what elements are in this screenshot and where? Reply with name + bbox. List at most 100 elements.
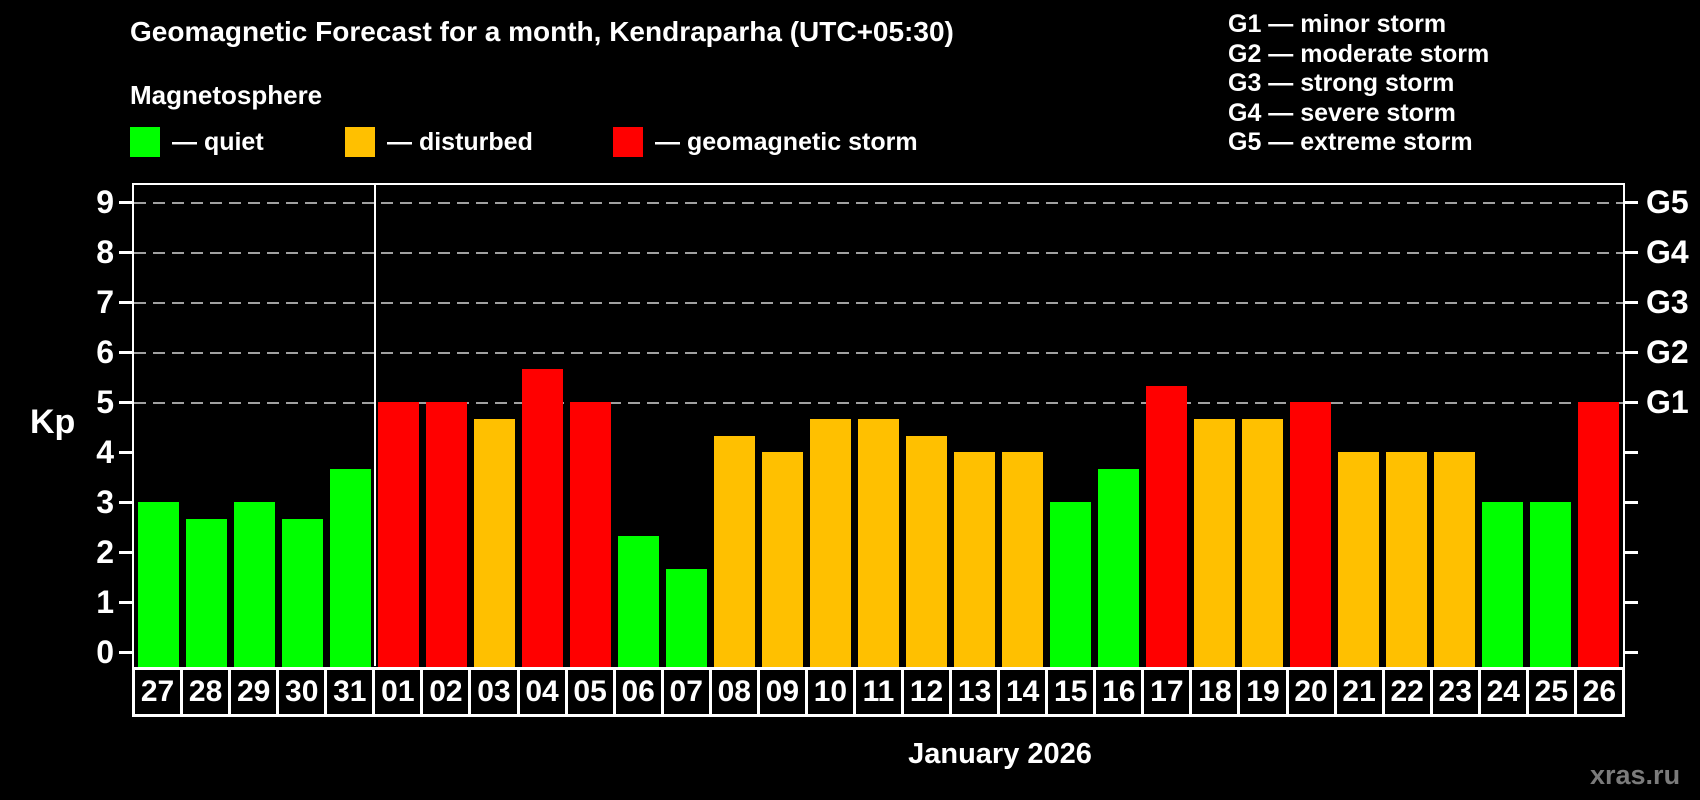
kp-bar-day-24 [1482,502,1524,668]
y-axis-tick [119,650,132,654]
kp-bar-day-31 [329,468,371,668]
kp-bar-day-11 [858,418,899,668]
date-cell-13: 13 [949,670,997,714]
gridline-kp8 [134,252,1623,254]
date-cell-03: 03 [468,670,516,714]
g-scale-legend: G1 — minor storm G2 — moderate storm G3 … [1228,10,1489,158]
y-axis-tick [119,300,132,304]
kp-bar-day-01 [377,402,419,668]
y-axis-tick [119,500,132,504]
y-tick-label: 0 [96,634,114,670]
date-cell-07: 07 [660,670,709,714]
kp-bar-day-04 [521,368,563,668]
kp-bar-day-18 [1194,418,1236,668]
storm-color-swatch [613,127,643,157]
kp-bar-day-08 [713,435,755,668]
date-cell-19: 19 [1237,670,1285,714]
kp-bar-day-21 [1338,452,1380,668]
right-axis-tick [1625,250,1638,254]
g-scale-line: G1 — minor storm [1228,10,1447,38]
y-tick-label: 3 [96,484,114,520]
date-axis-row: 27 28 29 30 31 01 02 03 04 05 06 07 08 09 10 11 12 13 14 15… [132,667,1625,717]
date-cell-17: 17 [1141,670,1189,714]
kp-bar-day-06 [617,535,659,668]
kp-bar-day-17 [1146,385,1188,668]
kp-bar-day-16 [1098,468,1140,668]
y-tick-label: 8 [96,234,114,270]
kp-bar-day-28 [185,518,227,668]
right-axis-label-g3: G3 [1646,284,1689,320]
kp-bar-day-13 [954,452,996,668]
right-axis-tick [1625,200,1638,204]
kp-bar-day-27 [137,502,179,668]
date-cell-16: 16 [1093,670,1141,714]
disturbed-color-swatch [345,127,375,157]
y-axis-tick [119,200,132,204]
date-cell-25: 25 [1525,670,1574,714]
date-cell-05: 05 [564,670,613,714]
g-scale-line: G2 — moderate storm [1228,39,1490,68]
date-cell-14: 14 [997,670,1045,714]
chart-title: Geomagnetic Forecast for a month, Kendra… [130,16,954,47]
quiet-color-swatch [130,127,160,157]
y-axis-label: Kp [30,403,76,441]
date-cell-15: 15 [1045,670,1093,714]
month-separator-line [374,185,376,666]
plot-area [132,183,1625,668]
date-cell-02: 02 [420,670,468,714]
y-axis-tick [119,600,132,604]
date-cell-22: 22 [1381,670,1430,714]
legend-item-disturbed: — disturbed [345,127,533,157]
date-cell-20: 20 [1285,670,1334,714]
y-tick-label: 4 [96,434,114,470]
kp-bar-day-02 [425,402,467,668]
date-cell-09: 09 [756,670,805,714]
kp-bar-day-22 [1386,452,1428,668]
right-axis-tick [1625,450,1638,454]
gridline-kp7 [134,302,1623,304]
g-scale-line: G5 — extreme storm [1228,128,1473,156]
g-scale-line: G3 — strong storm [1228,69,1455,97]
legend-item-quiet: — quiet [130,127,264,157]
kp-bar-day-23 [1434,452,1476,668]
kp-bar-day-29 [233,502,275,668]
date-cell-04: 04 [516,670,565,714]
date-cell-11: 11 [852,670,901,714]
legend-label: — quiet [172,128,264,156]
right-axis-tick [1625,600,1638,604]
y-axis-tick [119,450,132,454]
legend-label: — geomagnetic storm [655,128,918,156]
date-cell-08: 08 [708,670,757,714]
right-axis-label-g4: G4 [1646,234,1689,270]
legend-item-storm: — geomagnetic storm [613,127,918,157]
right-axis-tick [1625,550,1638,554]
y-tick-label: 6 [96,334,114,370]
right-axis-tick [1625,300,1638,304]
kp-bar-day-03 [473,418,515,668]
y-tick-label: 2 [96,534,114,570]
right-axis-label-g5: G5 [1646,184,1689,220]
date-cell-23: 23 [1429,670,1478,714]
right-axis-tick [1625,400,1638,404]
date-cell-18: 18 [1189,670,1237,714]
right-axis-tick [1625,500,1638,504]
kp-bar-day-05 [569,402,611,668]
y-tick-label: 5 [96,384,114,420]
y-tick-label: 9 [96,184,114,220]
y-tick-label: 1 [96,584,114,620]
x-axis-month-label: January 2026 [908,738,1092,770]
right-axis-label-g2: G2 [1646,334,1689,370]
date-cell-24: 24 [1477,670,1526,714]
right-axis-label-g1: G1 [1646,384,1689,420]
kp-bar-day-07 [665,568,707,668]
gridline-kp5 [134,402,1623,404]
right-axis-tick [1625,650,1638,654]
date-cell-27: 27 [140,675,175,708]
g-scale-line: G4 — severe storm [1228,98,1456,127]
date-cell-30: 30 [276,670,324,714]
kp-bar-day-19 [1242,418,1284,668]
kp-bar-day-25 [1530,502,1572,668]
kp-bar-day-14 [1002,452,1044,668]
kp-bar-day-15 [1050,502,1092,668]
